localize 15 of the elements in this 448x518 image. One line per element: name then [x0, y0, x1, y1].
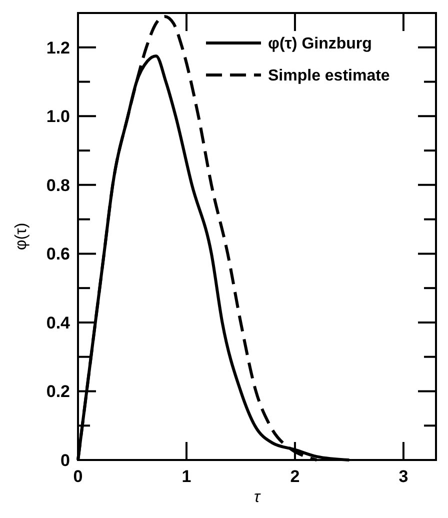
x-tick-label: 2	[290, 467, 300, 486]
y-tick-label: 0.4	[46, 313, 71, 332]
legend-label: Simple estimate	[268, 68, 390, 85]
legend-label: φ(τ) Ginzburg	[268, 36, 372, 53]
y-tick-label: 1.0	[46, 107, 70, 126]
x-tick-label: 1	[182, 467, 192, 486]
y-axis-title: φ(τ)	[13, 222, 30, 250]
x-axis-title: τ	[254, 489, 262, 506]
x-tick-label: 3	[398, 467, 408, 486]
y-tick-label: 1.2	[46, 38, 70, 58]
y-tick-label: 0	[60, 450, 70, 470]
y-tick-label: 0.8	[46, 176, 70, 195]
y-tick-label: 0.2	[46, 382, 70, 402]
y-tick-label: 0.6	[46, 244, 70, 264]
x-tick-label: 0	[73, 467, 83, 486]
